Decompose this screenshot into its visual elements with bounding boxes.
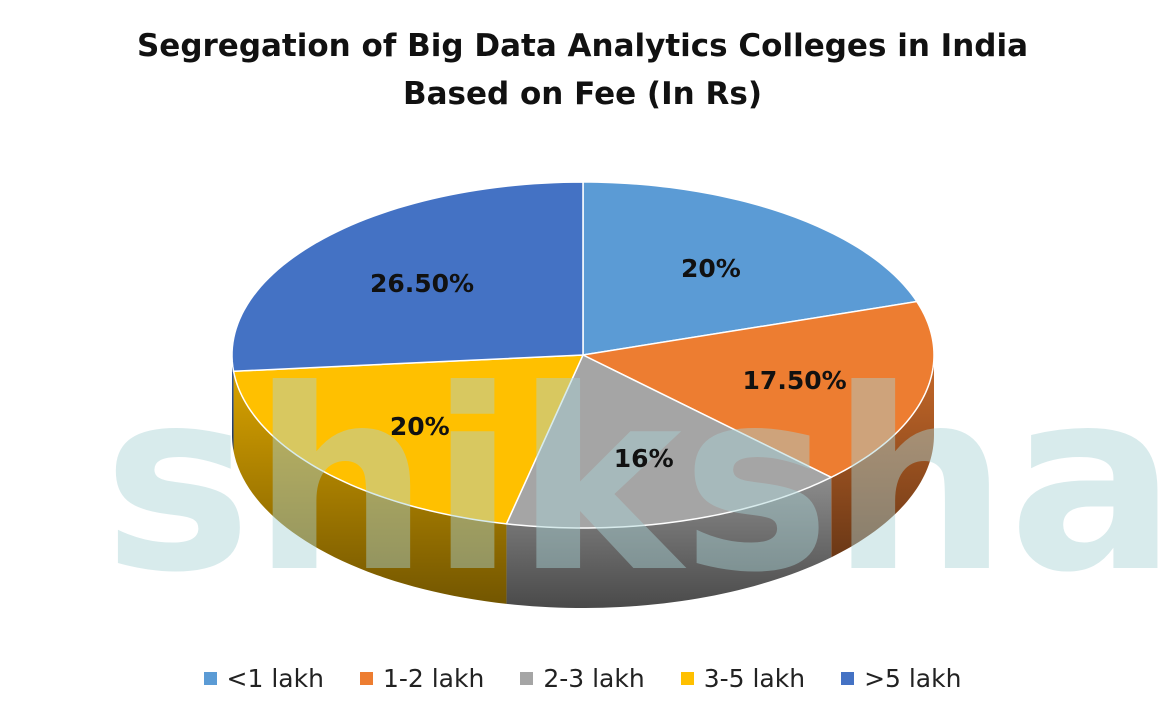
watermark-logo: shiksha <box>103 336 1165 627</box>
pie-side-3 <box>233 371 507 604</box>
pie-side-2 <box>506 477 832 608</box>
title-line-2: Based on Fee (In Rs) <box>403 76 762 112</box>
legend-item: 2-3 lakh <box>520 664 645 693</box>
chart-title: Segregation of Big Data Analytics Colleg… <box>0 22 1165 118</box>
pie-slice-4 <box>231 181 584 373</box>
data-label-0: 20% <box>681 254 741 283</box>
pie-slice-0 <box>582 181 919 356</box>
legend-item: <1 lakh <box>203 664 324 693</box>
legend-item: >5 lakh <box>841 664 961 693</box>
data-label-3: 20% <box>390 412 450 441</box>
pie-slice-1 <box>580 300 935 479</box>
legend: <1 lakh 1-2 lakh 2-3 lakh 3-5 lakh >5 lakh <box>0 664 1165 693</box>
legend-label: <1 lakh <box>226 664 324 693</box>
legend-swatch <box>841 672 855 685</box>
legend-swatch <box>359 672 373 685</box>
data-label-2: 16% <box>614 444 674 473</box>
legend-swatch <box>520 672 534 685</box>
pie-slice-3 <box>232 354 585 525</box>
legend-swatch <box>203 672 217 685</box>
legend-swatch <box>680 672 694 685</box>
legend-label: 1-2 lakh <box>382 664 485 693</box>
pie-side-4 <box>232 355 234 452</box>
data-label-1: 17.50% <box>743 366 847 395</box>
legend-label: >5 lakh <box>864 664 962 693</box>
data-label-4: 26.50% <box>370 269 474 298</box>
legend-label: 3-5 lakh <box>703 664 806 693</box>
title-line-1: Segregation of Big Data Analytics Colleg… <box>136 28 1029 64</box>
pie-side-1 <box>831 355 934 558</box>
pie-slice-2 <box>505 353 833 529</box>
legend-item: 1-2 lakh <box>359 664 485 693</box>
legend-label: 2-3 lakh <box>543 664 645 693</box>
legend-item: 3-5 lakh <box>680 664 806 693</box>
